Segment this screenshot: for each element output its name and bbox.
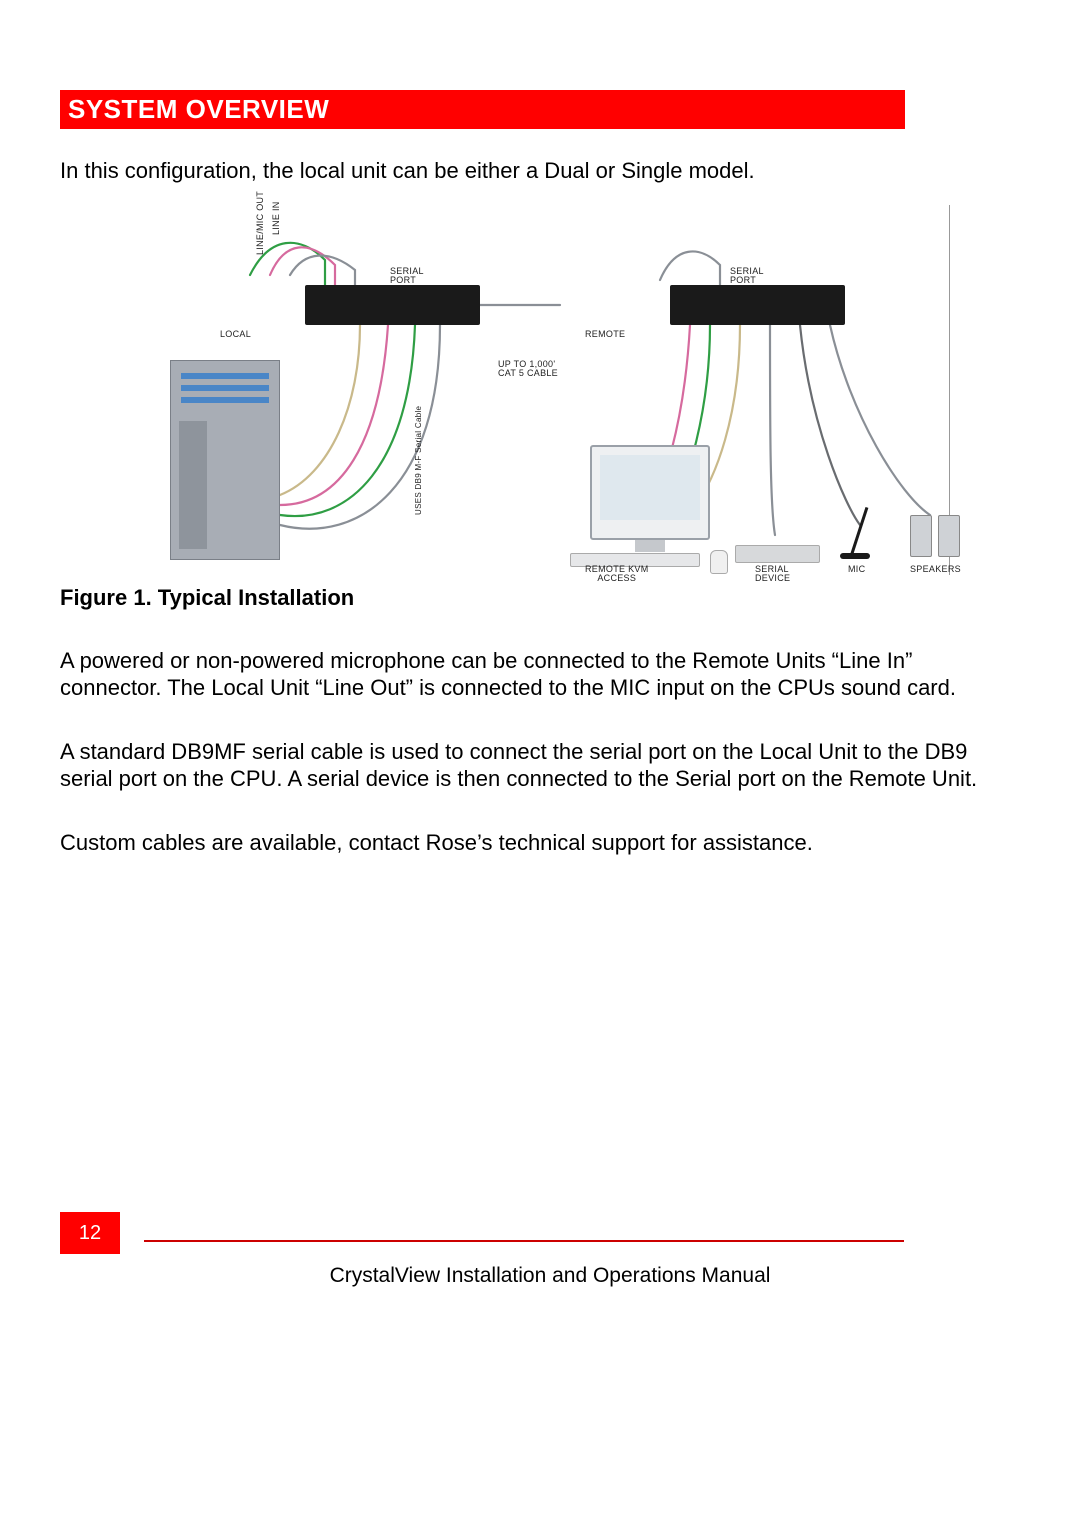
remote-unit <box>670 285 845 325</box>
label-line-mic-out: LINE/MIC OUT <box>256 190 265 254</box>
label-db9: USES DB9 M-F Serial Cable <box>415 405 423 514</box>
label-remote-kvm: REMOTE KVM ACCESS <box>585 565 649 584</box>
label-serial-device: SERIAL DEVICE <box>755 565 790 584</box>
label-cable: UP TO 1,000' CAT 5 CABLE <box>498 360 558 379</box>
footer-text: CrystalView Installation and Operations … <box>140 1264 960 1288</box>
paragraph-3: Custom cables are available, contact Ros… <box>60 829 1020 857</box>
serial-device <box>735 545 820 563</box>
paragraph-2: A standard DB9MF serial cable is used to… <box>60 738 1020 793</box>
label-mic: MIC <box>848 565 865 574</box>
section-header: SYSTEM OVERVIEW <box>60 90 905 129</box>
intro-text: In this configuration, the local unit ca… <box>60 157 1020 185</box>
paragraph-1: A powered or non-powered microphone can … <box>60 647 1020 702</box>
label-speakers: SPEAKERS <box>910 565 961 574</box>
speaker-left <box>910 515 932 557</box>
label-remote: REMOTE <box>585 330 625 339</box>
mic-base <box>840 553 870 559</box>
pc-tower <box>170 360 280 560</box>
label-local: LOCAL <box>220 330 251 339</box>
installation-diagram: LOCAL REMOTE SERIAL PORT SERIAL PORT LIN… <box>130 205 950 575</box>
page-footer: 12 CrystalView Installation and Operatio… <box>60 1212 1020 1288</box>
remote-monitor <box>590 445 710 540</box>
label-line-in: LINE IN <box>272 201 281 235</box>
label-serial-port-l: SERIAL PORT <box>390 267 424 286</box>
speaker-right <box>938 515 960 557</box>
remote-mouse <box>710 550 728 574</box>
footer-rule <box>144 1240 904 1242</box>
label-serial-port-r: SERIAL PORT <box>730 267 764 286</box>
local-unit <box>305 285 480 325</box>
monitor-stand <box>635 540 665 552</box>
figure-caption: Figure 1. Typical Installation <box>60 585 1020 611</box>
page-number: 12 <box>60 1212 120 1254</box>
